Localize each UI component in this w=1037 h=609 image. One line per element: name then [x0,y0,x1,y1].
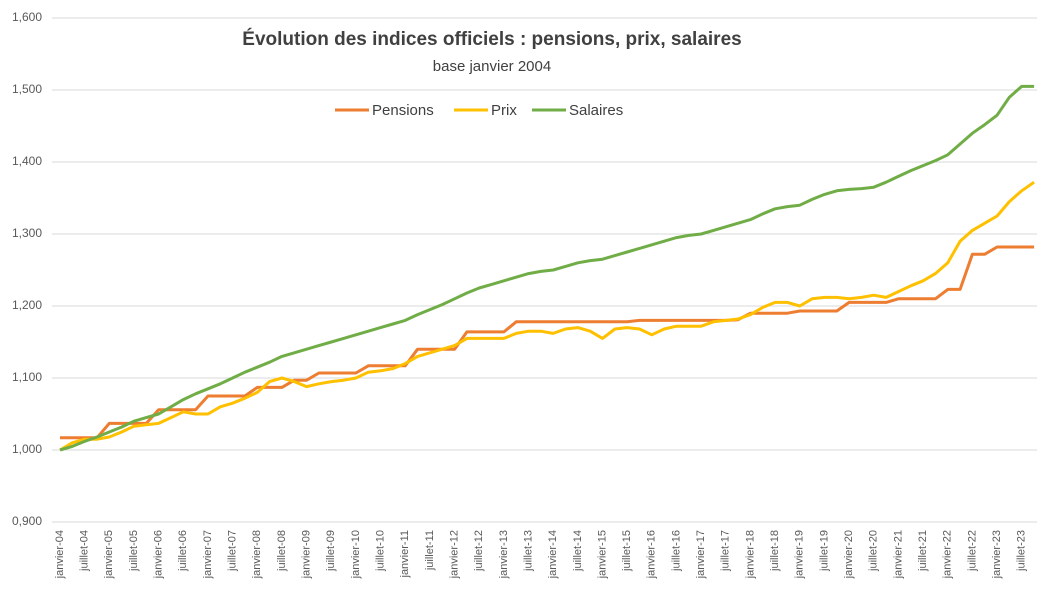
x-tick-label: janvier-22 [942,530,954,579]
x-tick-label: janvier-12 [448,530,460,579]
line-series [59,180,1035,452]
x-tick-label: juillet-14 [572,530,584,572]
x-tick-label: juillet-12 [473,530,485,572]
legend-label: Prix [491,102,517,119]
y-tick-label: 1,600 [12,10,42,24]
x-tick-label: janvier-17 [695,530,707,579]
x-tick-label: janvier-06 [153,530,165,579]
x-tick-label: juillet-10 [374,530,386,572]
x-tick-label: janvier-15 [596,530,608,579]
x-tick-label: juillet-23 [1016,530,1028,572]
x-tick-label: janvier-21 [892,530,904,579]
x-tick-label: juillet-07 [227,530,239,572]
line-series [59,84,1035,452]
chart-title: Évolution des indices officiels : pensio… [242,28,741,50]
x-tick-label: juillet-09 [325,530,337,572]
y-tick-label: 1,100 [12,370,42,384]
x-tick-label: juillet-22 [966,530,978,572]
x-tick-label: janvier-19 [794,530,806,579]
y-tick-label: 1,500 [12,82,42,96]
legend-label: Salaires [569,102,623,119]
chart-subtitle: base janvier 2004 [433,58,551,75]
y-tick-label: 0,900 [12,514,42,528]
x-tick-label: janvier-10 [350,530,362,579]
y-tick-label: 1,000 [12,442,42,456]
legend-label: Pensions [372,102,434,119]
x-tick-label: juillet-11 [424,530,436,571]
x-tick-label: juillet-17 [720,530,732,572]
x-tick-label: janvier-23 [991,530,1003,579]
x-tick-label: juillet-19 [818,530,830,572]
x-tick-label: janvier-18 [744,530,756,579]
x-tick-label: juillet-20 [868,530,880,572]
line-series [60,245,1035,440]
x-tick-label: janvier-04 [54,530,66,579]
x-tick-label: juillet-05 [128,530,140,572]
x-tick-label: janvier-09 [301,530,313,579]
x-tick-label: juillet-15 [621,530,633,572]
y-tick-label: 1,400 [12,154,42,168]
x-tick-label: janvier-13 [498,530,510,579]
x-tick-label: juillet-06 [177,530,189,572]
x-tick-label: janvier-08 [251,530,263,579]
x-tick-label: juillet-04 [79,530,91,572]
y-tick-label: 1,200 [12,298,42,312]
x-tick-label: juillet-13 [522,530,534,572]
x-tick-label: janvier-16 [646,530,658,579]
x-tick-label: janvier-05 [103,530,115,579]
x-tick-label: juillet-16 [670,530,682,572]
x-tick-label: juillet-18 [769,530,781,572]
x-tick-label: janvier-14 [547,530,559,579]
x-tick-label: juillet-21 [917,530,929,572]
y-tick-label: 1,300 [12,226,42,240]
x-tick-label: janvier-11 [399,530,411,579]
x-tick-label: janvier-07 [202,530,214,579]
x-tick-label: janvier-20 [843,530,855,579]
x-tick-label: juillet-08 [276,530,288,572]
